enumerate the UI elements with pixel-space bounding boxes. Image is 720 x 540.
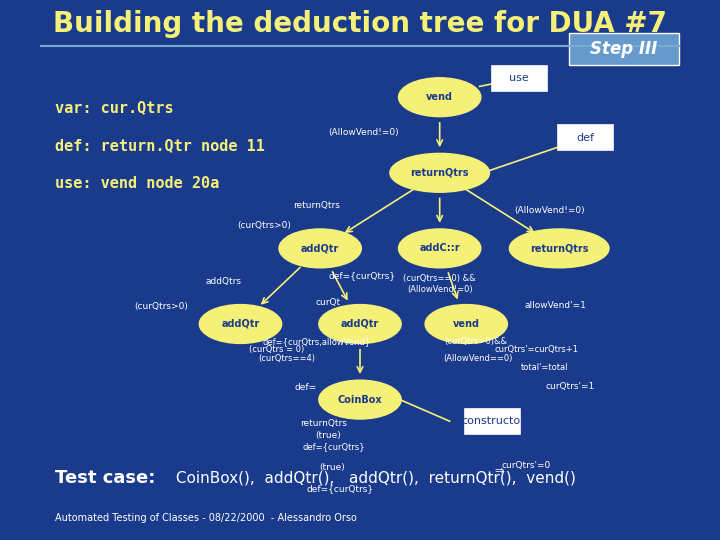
Text: curQtrs'=1: curQtrs'=1 xyxy=(545,382,595,391)
Text: addQtr: addQtr xyxy=(341,319,379,329)
Text: (curQtrs==4): (curQtrs==4) xyxy=(258,354,315,363)
Text: (curQtrs = 0): (curQtrs = 0) xyxy=(249,346,305,354)
Ellipse shape xyxy=(510,229,609,268)
Ellipse shape xyxy=(319,380,401,419)
Text: Step III: Step III xyxy=(590,40,657,58)
Text: curQt: curQt xyxy=(315,298,341,307)
FancyBboxPatch shape xyxy=(492,66,547,91)
Text: vend: vend xyxy=(453,319,480,329)
Text: returnQtrs: returnQtrs xyxy=(300,420,347,428)
Text: def={curQtrs,allowVend}: def={curQtrs,allowVend} xyxy=(263,337,371,346)
Text: (true): (true) xyxy=(315,431,341,440)
Text: use: vend node 20a: use: vend node 20a xyxy=(55,176,219,191)
Ellipse shape xyxy=(199,305,282,343)
Text: ⇒: ⇒ xyxy=(495,466,504,476)
Text: total'=total: total'=total xyxy=(521,363,568,372)
Text: curQtrs'=curQtrs+1: curQtrs'=curQtrs+1 xyxy=(494,346,578,354)
Text: (true): (true) xyxy=(319,463,345,471)
Text: (curQtrs>0): (curQtrs>0) xyxy=(237,221,291,230)
Text: Test case:: Test case: xyxy=(55,469,155,487)
Text: var: cur.Qtrs: var: cur.Qtrs xyxy=(55,100,174,116)
Text: (AllowVend!=0): (AllowVend!=0) xyxy=(328,128,399,137)
Ellipse shape xyxy=(398,229,481,268)
Text: Building the deduction tree for DUA #7: Building the deduction tree for DUA #7 xyxy=(53,10,667,38)
Text: use: use xyxy=(510,73,529,83)
Text: allowVend'=1: allowVend'=1 xyxy=(525,301,587,309)
Ellipse shape xyxy=(425,305,508,343)
Text: Automated Testing of Classes - 08/22/2000  - Alessandro Orso: Automated Testing of Classes - 08/22/200… xyxy=(55,514,356,523)
Text: (curQtrs>0)&&: (curQtrs>0)&& xyxy=(445,337,508,346)
Text: def={curQtrs}: def={curQtrs} xyxy=(328,271,395,280)
FancyBboxPatch shape xyxy=(465,409,521,434)
Text: constructor: constructor xyxy=(461,416,525,426)
Text: addQtrs: addQtrs xyxy=(206,278,242,286)
Text: (AllowVend!=0): (AllowVend!=0) xyxy=(514,206,585,215)
Text: def={curQtrs}: def={curQtrs} xyxy=(307,484,374,492)
Text: curQtrs'=0: curQtrs'=0 xyxy=(501,461,551,470)
Text: returnQtrs: returnQtrs xyxy=(294,201,341,210)
Ellipse shape xyxy=(279,229,361,268)
Ellipse shape xyxy=(398,78,481,117)
Text: (AllowVend==0): (AllowVend==0) xyxy=(444,354,513,363)
Text: (curQtrs>0): (curQtrs>0) xyxy=(134,302,188,311)
Text: addQtr: addQtr xyxy=(221,319,260,329)
FancyBboxPatch shape xyxy=(569,33,679,65)
Text: addC::r: addC::r xyxy=(419,244,460,253)
Text: returnQtrs: returnQtrs xyxy=(530,244,588,253)
Text: def=: def= xyxy=(294,383,317,392)
Ellipse shape xyxy=(390,153,490,192)
FancyBboxPatch shape xyxy=(558,125,613,150)
Text: (curQtrs==0) &&
(AllowVend!=0): (curQtrs==0) && (AllowVend!=0) xyxy=(403,274,476,294)
Text: returnQtrs: returnQtrs xyxy=(410,168,469,178)
Text: CoinBox: CoinBox xyxy=(338,395,382,404)
Text: def={curQtrs}: def={curQtrs} xyxy=(302,443,365,451)
Text: CoinBox(),  addQtr(),   addQtr(),  returnQtr(),  vend(): CoinBox(), addQtr(), addQtr(), returnQtr… xyxy=(171,470,575,485)
Text: addQtr: addQtr xyxy=(301,244,339,253)
Text: def: return.Qtr node 11: def: return.Qtr node 11 xyxy=(55,138,264,153)
Text: def: def xyxy=(577,133,595,143)
Ellipse shape xyxy=(319,305,401,343)
Text: vend: vend xyxy=(426,92,453,102)
